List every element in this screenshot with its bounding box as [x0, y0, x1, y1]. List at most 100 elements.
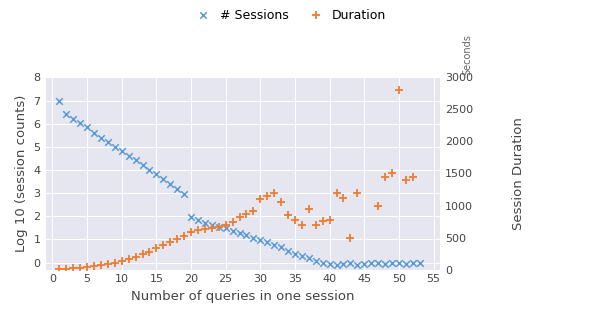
- Point: [311, 222, 321, 227]
- Point: [235, 231, 244, 236]
- Point: [304, 256, 314, 261]
- Point: [89, 130, 99, 135]
- X-axis label: Number of queries in one session: Number of queries in one session: [131, 290, 355, 303]
- Point: [352, 262, 362, 267]
- Point: [207, 225, 217, 231]
- Point: [290, 217, 300, 222]
- Point: [165, 182, 175, 187]
- Point: [89, 264, 99, 269]
- Point: [103, 140, 113, 145]
- Point: [221, 226, 231, 231]
- Point: [276, 200, 286, 205]
- Point: [68, 266, 78, 271]
- Legend: # Sessions, Duration: # Sessions, Duration: [188, 6, 389, 24]
- Point: [82, 265, 92, 270]
- Point: [283, 213, 293, 218]
- Point: [110, 144, 120, 149]
- Point: [214, 224, 223, 229]
- Point: [55, 98, 64, 103]
- Point: [380, 174, 390, 179]
- Point: [373, 260, 383, 265]
- Point: [338, 261, 348, 266]
- Point: [249, 208, 258, 213]
- Point: [255, 238, 265, 243]
- Point: [380, 261, 390, 266]
- Point: [318, 260, 328, 265]
- Point: [332, 262, 341, 267]
- Point: [387, 171, 397, 176]
- Point: [276, 244, 286, 249]
- Point: [408, 260, 418, 265]
- Point: [228, 228, 238, 233]
- Point: [359, 261, 369, 266]
- Point: [401, 177, 411, 183]
- Point: [186, 230, 196, 235]
- Point: [262, 193, 272, 198]
- Point: [144, 167, 154, 172]
- Point: [165, 239, 175, 245]
- Point: [290, 251, 300, 256]
- Point: [179, 233, 189, 238]
- Point: [338, 195, 348, 200]
- Point: [332, 190, 341, 195]
- Point: [186, 215, 196, 220]
- Point: [394, 88, 404, 93]
- Point: [158, 177, 168, 182]
- Point: [325, 261, 335, 266]
- Point: [367, 260, 376, 265]
- Point: [200, 226, 210, 231]
- Point: [193, 227, 203, 232]
- Point: [255, 197, 265, 202]
- Point: [61, 266, 71, 271]
- Point: [207, 223, 217, 228]
- Point: [387, 260, 397, 265]
- Point: [318, 218, 328, 224]
- Point: [408, 174, 418, 179]
- Point: [352, 190, 362, 195]
- Point: [96, 263, 106, 268]
- Point: [214, 224, 223, 229]
- Point: [131, 158, 141, 163]
- Point: [241, 211, 251, 216]
- Point: [158, 243, 168, 248]
- Point: [124, 257, 134, 262]
- Point: [394, 260, 404, 265]
- Point: [173, 236, 182, 241]
- Point: [117, 149, 126, 154]
- Point: [283, 248, 293, 253]
- Point: [346, 260, 356, 265]
- Point: [325, 217, 335, 222]
- Point: [173, 186, 182, 191]
- Point: [138, 252, 147, 257]
- Point: [61, 112, 71, 117]
- Point: [103, 261, 113, 266]
- Point: [117, 259, 126, 264]
- Point: [68, 116, 78, 121]
- Point: [262, 240, 272, 245]
- Point: [235, 215, 244, 220]
- Point: [138, 162, 147, 168]
- Point: [311, 258, 321, 263]
- Point: [221, 222, 231, 227]
- Point: [76, 265, 85, 270]
- Point: [200, 220, 210, 225]
- Point: [270, 190, 279, 195]
- Point: [304, 206, 314, 211]
- Point: [131, 254, 141, 259]
- Point: [82, 125, 92, 130]
- Point: [152, 172, 161, 177]
- Point: [401, 262, 411, 267]
- Point: [373, 203, 383, 208]
- Point: [346, 235, 356, 240]
- Point: [55, 266, 64, 272]
- Point: [96, 135, 106, 140]
- Point: [124, 153, 134, 158]
- Y-axis label: Log 10 (session counts): Log 10 (session counts): [15, 95, 28, 252]
- Point: [144, 249, 154, 254]
- Point: [193, 218, 203, 223]
- Point: [179, 192, 189, 197]
- Point: [297, 254, 307, 259]
- Point: [270, 242, 279, 247]
- Point: [228, 219, 238, 224]
- Text: Seconds: Seconds: [462, 35, 472, 75]
